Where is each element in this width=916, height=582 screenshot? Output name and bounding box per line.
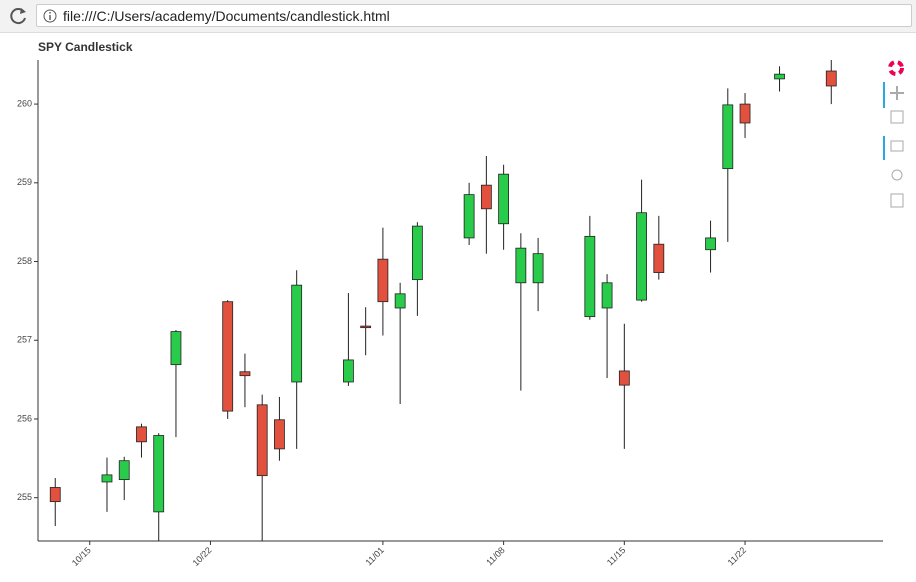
candle-body xyxy=(498,173,510,225)
chart-title: SPY Candlestick xyxy=(38,40,133,54)
wheel-zoom-tool[interactable] xyxy=(890,140,904,152)
candle-body xyxy=(291,284,303,383)
address-bar[interactable]: file:///C:/Users/academy/Documents/candl… xyxy=(36,4,912,27)
candle-body xyxy=(411,225,423,281)
candle-body xyxy=(463,194,475,239)
candle-body xyxy=(153,435,165,513)
candle-body xyxy=(256,404,268,477)
save-tool[interactable] xyxy=(890,193,904,208)
candle-body xyxy=(239,371,251,377)
info-icon xyxy=(43,9,57,23)
candle-body xyxy=(722,104,734,170)
y-tick-label: 256 xyxy=(17,413,32,423)
reset-tool[interactable] xyxy=(891,169,903,181)
y-tick-label: 260 xyxy=(17,98,32,108)
candle-body xyxy=(584,235,596,318)
candle-body xyxy=(377,258,389,303)
candle-body xyxy=(394,293,406,309)
bokeh-logo[interactable] xyxy=(888,60,904,76)
y-tick-label: 258 xyxy=(17,256,32,266)
candle-body xyxy=(49,487,61,503)
candle-body xyxy=(618,370,630,386)
candle-body xyxy=(170,331,182,366)
candle-body xyxy=(601,282,613,309)
candle-body xyxy=(343,359,354,383)
candle-body xyxy=(136,426,147,443)
candle-body xyxy=(774,73,785,80)
y-tick-label: 259 xyxy=(17,177,32,187)
candle-body xyxy=(636,212,647,301)
candle-body xyxy=(101,474,113,483)
y-tick-label: 255 xyxy=(17,492,32,502)
reload-button[interactable] xyxy=(4,0,34,32)
candle-body xyxy=(118,460,130,480)
candle-body xyxy=(653,243,665,273)
chart: SPY Candlestick 255 256 257 258 259 260 10/15 1… xyxy=(17,40,904,568)
candle-body xyxy=(705,237,716,251)
candle-body xyxy=(825,70,837,87)
candle-body xyxy=(222,301,234,412)
candle-body xyxy=(739,103,751,124)
browser-toolbar: file:///C:/Users/academy/Documents/candl… xyxy=(0,0,916,33)
x-tick-label: 11/08 xyxy=(484,545,507,568)
x-tick-label: 11/22 xyxy=(726,545,749,568)
candle-body xyxy=(480,184,492,210)
y-tick-label: 257 xyxy=(17,335,32,345)
candle-body xyxy=(360,325,372,329)
chart-toolbar xyxy=(883,60,904,208)
candle-body xyxy=(274,419,285,450)
x-tick-label: 11/01 xyxy=(363,545,386,568)
candle-body xyxy=(532,253,544,284)
pan-tool[interactable] xyxy=(890,86,904,100)
url-text: file:///C:/Users/academy/Documents/candl… xyxy=(63,8,390,24)
candle-body xyxy=(515,247,527,284)
x-tick-label: 11/15 xyxy=(605,545,628,568)
x-tick-label: 10/22 xyxy=(191,545,214,568)
x-tick-label: 10/15 xyxy=(70,545,93,568)
box-zoom-tool[interactable] xyxy=(890,110,904,124)
